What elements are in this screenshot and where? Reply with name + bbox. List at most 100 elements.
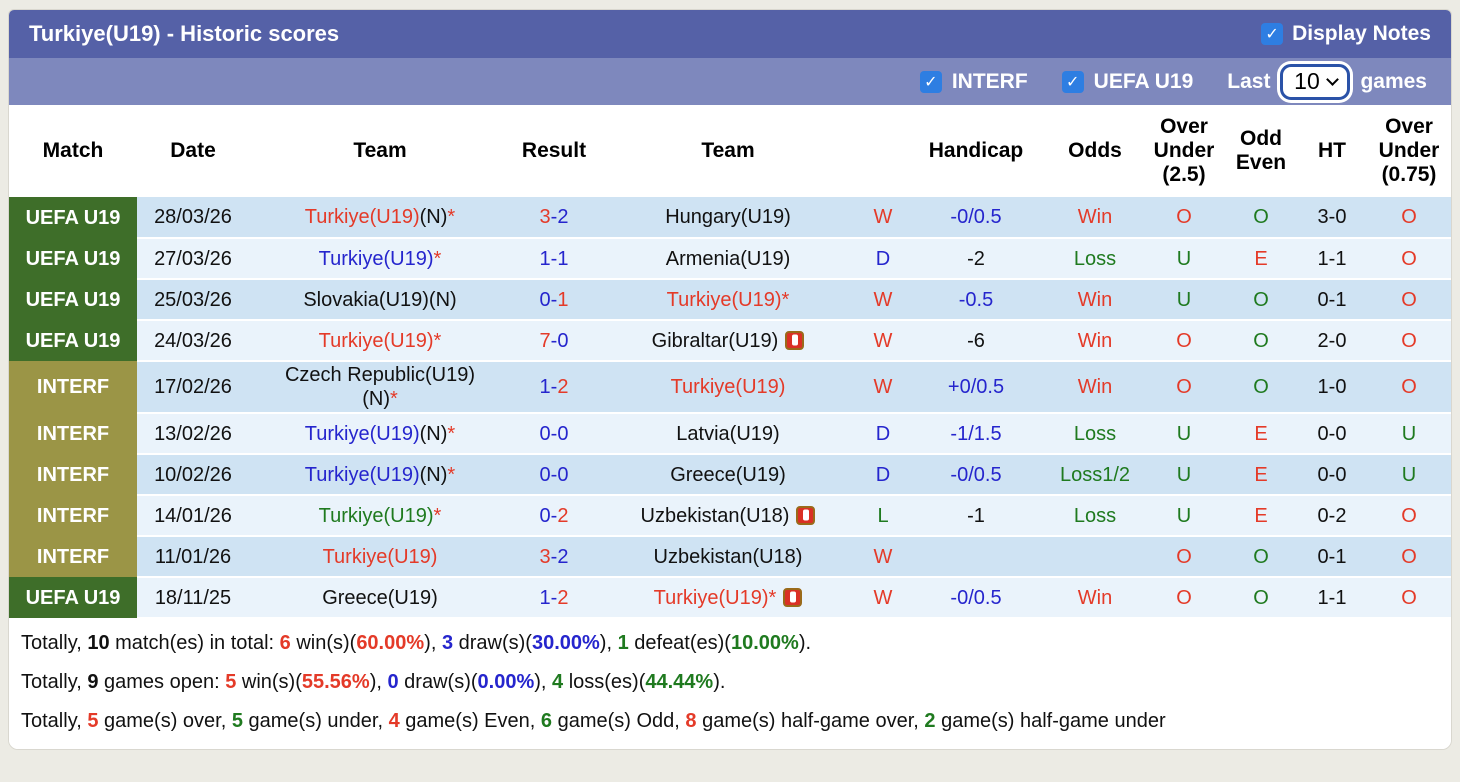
ht-cell: 1-0 — [1299, 361, 1365, 414]
text-part: 1-0 — [1317, 376, 1347, 398]
text-part: Loss — [1073, 504, 1117, 527]
ht-cell: 1-1 — [1299, 238, 1365, 280]
over-under-075-cell: O — [1365, 279, 1451, 321]
text-part: (N) — [362, 388, 390, 410]
text-part: 28/03/26 — [154, 206, 232, 228]
home-team-cell: Turkiye(U19)* — [249, 495, 511, 537]
over-under-25-cell: U — [1145, 454, 1223, 496]
text-part: 1 — [539, 586, 551, 609]
away-team-cell: Turkiye(U19)* — [597, 279, 859, 321]
text-part: - — [550, 545, 558, 568]
summary-text-part: win(s)( — [290, 632, 357, 654]
result-cell: 7-0 — [511, 320, 597, 362]
result-cell: 0-2 — [511, 495, 597, 537]
column-header-4: Team — [597, 105, 859, 197]
date-cell: 10/02/26 — [137, 454, 249, 496]
text-part: D — [875, 247, 891, 270]
text-part: Uzbekistan(U18) — [653, 545, 803, 568]
ht-cell: 1-1 — [1299, 577, 1365, 619]
text-part: 0 — [539, 463, 551, 486]
text-part: - — [550, 206, 558, 228]
red-card-icon — [785, 330, 805, 350]
text-part: 14/01/26 — [154, 504, 232, 527]
text-part: 0 — [557, 422, 569, 445]
display-notes-checkbox[interactable]: ✓ — [1261, 23, 1284, 45]
over-under-075-cell: U — [1365, 454, 1451, 496]
text-part: 2-0 — [1317, 329, 1347, 352]
filters-bar: ✓ INTERF ✓ UEFA U19 Last 10 games — [9, 58, 1451, 105]
wdl-cell: W — [859, 577, 907, 619]
text-part: 24/03/26 — [154, 329, 232, 352]
odds-cell: Loss — [1045, 495, 1145, 537]
text-part: E — [1254, 504, 1268, 527]
last-games-select[interactable]: 10 — [1280, 63, 1351, 100]
summary-text-part: 30.00% — [531, 632, 600, 654]
text-part: Gibraltar(U19) — [651, 329, 779, 352]
text-part: 2 — [557, 545, 569, 568]
over-under-25-cell: U — [1145, 413, 1223, 455]
odd-even-cell: E — [1223, 495, 1299, 537]
column-header-6: Handicap — [907, 105, 1045, 197]
summary-line-1: Totally, 10 match(es) in total: 6 win(s)… — [21, 632, 1439, 655]
summary-text-part: 5 — [231, 710, 243, 732]
over-under-25-cell: O — [1145, 536, 1223, 578]
text-part: 10/02/26 — [154, 463, 232, 486]
text-part: 0-1 — [1317, 545, 1347, 568]
over-under-25-cell: U — [1145, 495, 1223, 537]
table-header: Match Date Team Result Team Handicap Odds Over … — [9, 105, 1451, 197]
summary-text-part: ), — [599, 632, 618, 654]
text-part: O — [1401, 247, 1417, 270]
odd-even-cell: O — [1223, 279, 1299, 321]
wdl-cell: D — [859, 413, 907, 455]
wdl-cell: D — [859, 454, 907, 496]
summary-text-part: games open: — [98, 671, 226, 693]
text-part: -0/0.5 — [950, 206, 1002, 228]
text-part: * — [781, 288, 790, 311]
wdl-cell: W — [859, 197, 907, 239]
text-part: 2 — [557, 206, 569, 228]
away-team-cell: Turkiye(U19)* — [597, 577, 859, 619]
text-part: * — [447, 463, 456, 486]
home-team-cell: Turkiye(U19) — [249, 536, 511, 578]
handicap-cell: -0.5 — [907, 279, 1045, 321]
text-part: U — [1176, 247, 1192, 270]
summary-text-part: 44.44% — [645, 671, 714, 693]
summary-text-part: ), — [424, 632, 442, 654]
text-part: W — [873, 376, 893, 398]
summary-text-part: 4 — [552, 671, 564, 693]
text-part: W — [873, 329, 893, 352]
column-header-9: Odd Even — [1223, 105, 1299, 197]
match-competition-badge: UEFA U19 — [9, 197, 137, 238]
over-under-25-cell: O — [1145, 197, 1223, 239]
text-part: 27/03/26 — [154, 247, 232, 270]
text-part: -0.5 — [958, 288, 994, 311]
text-part: Greece(U19) — [322, 586, 438, 609]
ht-cell: 0-1 — [1299, 279, 1365, 321]
home-team-cell: Turkiye(U19)* — [249, 320, 511, 362]
home-team-cell: Czech Republic(U19) (N)* — [249, 361, 511, 414]
summary-text-part: ), — [534, 671, 553, 693]
result-cell: 3-2 — [511, 197, 597, 239]
text-part: Win — [1077, 288, 1113, 311]
odds-cell — [1045, 536, 1145, 578]
text-part: * — [447, 422, 456, 445]
wdl-cell: L — [859, 495, 907, 537]
text-part: D — [875, 422, 891, 445]
summary-text-part: 8 — [685, 710, 697, 732]
text-part: O — [1401, 288, 1417, 311]
red-card-icon — [796, 505, 816, 525]
uefa-u19-checkbox[interactable]: ✓ — [1061, 70, 1084, 93]
text-part: Win — [1077, 376, 1113, 398]
odds-cell: Loss1/2 — [1045, 454, 1145, 496]
interf-checkbox[interactable]: ✓ — [919, 70, 942, 93]
odd-even-cell: E — [1223, 238, 1299, 280]
over-under-25-cell: O — [1145, 320, 1223, 362]
over-under-25-cell: O — [1145, 361, 1223, 414]
text-part: O — [1401, 376, 1417, 398]
text-part: 25/03/26 — [154, 288, 232, 311]
text-part: 2 — [557, 586, 569, 609]
text-part: (N) — [419, 463, 448, 486]
text-part: O — [1401, 206, 1417, 228]
ht-cell: 0-0 — [1299, 413, 1365, 455]
date-cell: 17/02/26 — [137, 361, 249, 414]
